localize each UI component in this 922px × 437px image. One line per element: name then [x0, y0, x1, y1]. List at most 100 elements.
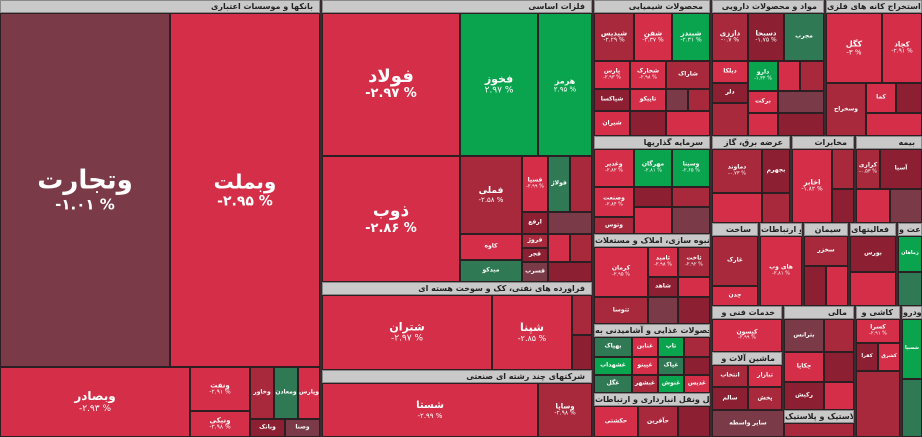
sector-header-pharma[interactable]: مواد و محصولات دارویی — [712, 0, 824, 13]
sector-header-banks[interactable]: بانکها و موسسات اعتباری — [0, 0, 320, 13]
tile-damavand[interactable]: دماوند -۰.۷۳ % — [712, 149, 762, 193]
sector-header-chem[interactable]: محصولات شیمیایی — [594, 0, 710, 13]
tile-small[interactable] — [890, 189, 922, 223]
tile-vsakhat[interactable]: وصنعت -۲.۸۴ % — [594, 187, 634, 217]
tile-vbazar[interactable]: وصنا — [285, 419, 320, 437]
tile-vasamin[interactable]: وساپا -۲.۹۸ % — [538, 383, 592, 437]
tile-chadan[interactable]: چدن — [712, 286, 758, 306]
tile-fsar[interactable]: فسرب — [522, 262, 548, 282]
sector-header-transport[interactable]: حمل ونقل انبارداری و ارتباطات — [594, 393, 710, 406]
tile-shatran[interactable]: شتران -۲.۹۷ % — [322, 295, 492, 370]
tile-small[interactable] — [856, 189, 890, 223]
tile-ghnab[interactable]: غنابن — [632, 337, 658, 357]
tile-vghadir[interactable]: وغدیر -۲.۸۲ % — [594, 149, 634, 187]
sector-header-invest[interactable]: سرمایه گذاریها — [594, 136, 710, 149]
tile-small[interactable] — [778, 113, 824, 136]
tile-ghpino[interactable]: غپینو — [632, 357, 658, 375]
tile-small[interactable] — [902, 379, 922, 437]
tile-vmaaden[interactable]: ومعادن — [274, 367, 298, 419]
tile-ghbangoo[interactable]: غنوش — [658, 375, 684, 393]
tile-small[interactable] — [630, 111, 666, 136]
tile-small[interactable] — [570, 234, 592, 262]
tile-small[interactable] — [570, 156, 592, 212]
sector-header-sakht[interactable]: ساخت — [712, 223, 758, 236]
tile-daraz[interactable]: دارزی -۰.۷ % — [712, 13, 748, 61]
tile-small[interactable] — [672, 187, 710, 207]
tile-small[interactable] — [548, 212, 592, 234]
tile-tanp[interactable]: تاپ — [658, 337, 684, 357]
tile-small[interactable] — [800, 61, 824, 91]
tile-barkat[interactable]: برکت — [748, 91, 778, 113]
tile-hekish[interactable]: حکشتی — [594, 406, 638, 437]
tile-bjahrom[interactable]: بجهرم — [762, 149, 790, 193]
tile-asia[interactable]: آسیا — [880, 149, 922, 189]
tile-pkhazar[interactable]: پخش — [748, 387, 782, 410]
tile-small[interactable] — [572, 295, 592, 335]
tile-ghdis[interactable]: غدیس — [684, 375, 710, 393]
tile-sakhrz[interactable]: سخزر — [804, 236, 848, 266]
tile-shbandar[interactable]: شبندر -۲.۳۱ % — [672, 13, 710, 61]
tile-small[interactable] — [688, 89, 710, 111]
tile-small[interactable] — [832, 189, 854, 223]
tile-small[interactable] — [684, 337, 710, 357]
tile-small[interactable] — [666, 89, 688, 111]
tile-small[interactable] — [896, 83, 922, 113]
tile-akhaber[interactable]: اخابر -۱.۸۲ % — [792, 149, 832, 223]
tile-small[interactable] — [712, 193, 762, 223]
sector-header-mining[interactable]: استخراج کانه های فلزی — [826, 0, 922, 13]
tile-hafarin[interactable]: حآفرین — [638, 406, 678, 437]
tile-zmag[interactable]: زماهان — [898, 236, 922, 272]
tile-small[interactable] — [672, 207, 710, 234]
tile-vsina[interactable]: وسینا -۲.۶۵ % — [672, 149, 710, 187]
tile-shiran[interactable]: شیران — [594, 111, 630, 136]
sector-header-info[interactable]: اطلاعات و ارتباطات — [760, 223, 802, 236]
tile-fakhooz[interactable]: فخوز ۲.۹۷ % — [460, 13, 538, 156]
sector-header-cement[interactable]: سیمان — [804, 223, 848, 236]
tile-small[interactable] — [778, 91, 824, 113]
sector-header-tile[interactable]: کاشی و — [856, 306, 900, 319]
tile-khgostar[interactable]: سالم — [712, 387, 748, 410]
tile-ntaktek[interactable]: انتخاب — [712, 365, 748, 387]
sector-header-telecom[interactable]: عرضه برق، گاز — [712, 136, 790, 149]
tile-mehragan[interactable]: مهرگان -۲.۸۱ % — [634, 149, 672, 187]
tile-ghgol[interactable]: غگل — [594, 375, 632, 393]
tile-hormoz[interactable]: هرمز ۲.۹۵ % — [538, 13, 592, 156]
tile-vbarg[interactable]: وبانک — [250, 419, 285, 437]
tile-shahed[interactable]: شاهد — [648, 277, 678, 297]
sector-header-multi[interactable]: شرکتهای چند رشته ای صنعتی — [322, 370, 592, 383]
tile-kave[interactable]: کاوه — [460, 234, 522, 260]
tile-shasta[interactable]: شستا -۲.۹۹ % — [322, 383, 538, 437]
tile-kagol[interactable]: کگل -۳ % — [826, 13, 882, 83]
tile-vbsader[interactable]: وبصادر -۲.۹۳ % — [0, 367, 190, 437]
tile-ghshahd[interactable]: غشهداب — [594, 357, 632, 375]
tile-shafan[interactable]: شفن -۲.۳۷ % — [634, 13, 672, 61]
sector-header-farab[interactable]: فعالیتهای — [850, 223, 896, 236]
tile-shashm[interactable]: شپاکسا — [594, 89, 630, 111]
tile-small[interactable] — [866, 113, 922, 136]
tile-small[interactable] — [824, 382, 854, 410]
tile-small[interactable] — [898, 272, 922, 306]
sector-header-comm[interactable]: مخابرات — [792, 136, 854, 149]
tile-fasinaa[interactable]: فسپا -۲.۹۹ % — [522, 156, 548, 212]
tile-small[interactable] — [678, 297, 710, 324]
tile-small[interactable] — [666, 111, 710, 136]
tile-arfa[interactable]: ارفع — [522, 212, 548, 234]
tile-dasobha[interactable]: دسبحا -۱.۷۵ % — [748, 13, 784, 61]
tile-vbemellat[interactable]: وبملت -۲.۹۵ % — [170, 13, 320, 367]
tile-small[interactable] — [548, 234, 570, 262]
tile-ghpak[interactable]: غپاک — [658, 357, 684, 375]
tile-small[interactable] — [548, 262, 592, 282]
tile-btarasan[interactable]: بترانس — [784, 319, 824, 352]
tile-vtoos[interactable]: وتوس — [594, 217, 634, 234]
tile-vtejarat[interactable]: وتجارت -۱.۰۱ % — [0, 13, 170, 367]
tile-majr[interactable]: مجرب — [784, 13, 824, 61]
tile-fjam[interactable]: فروژ — [522, 234, 548, 248]
tile-vkhodro[interactable]: وخاور — [250, 367, 274, 419]
sector-header-mass[interactable]: انبوه سازی، املاک و مستغلات — [594, 234, 710, 247]
tile-tapiko[interactable]: تاپیکو — [630, 89, 666, 111]
sector-header-services[interactable]: خدمات فنی و — [712, 306, 782, 319]
tile-small[interactable] — [856, 371, 900, 437]
tile-small[interactable] — [850, 272, 896, 306]
tile-havavi[interactable]: های وب -۲.۸۱ % — [760, 236, 802, 306]
sector-header-insur[interactable]: بیمه — [856, 136, 922, 149]
